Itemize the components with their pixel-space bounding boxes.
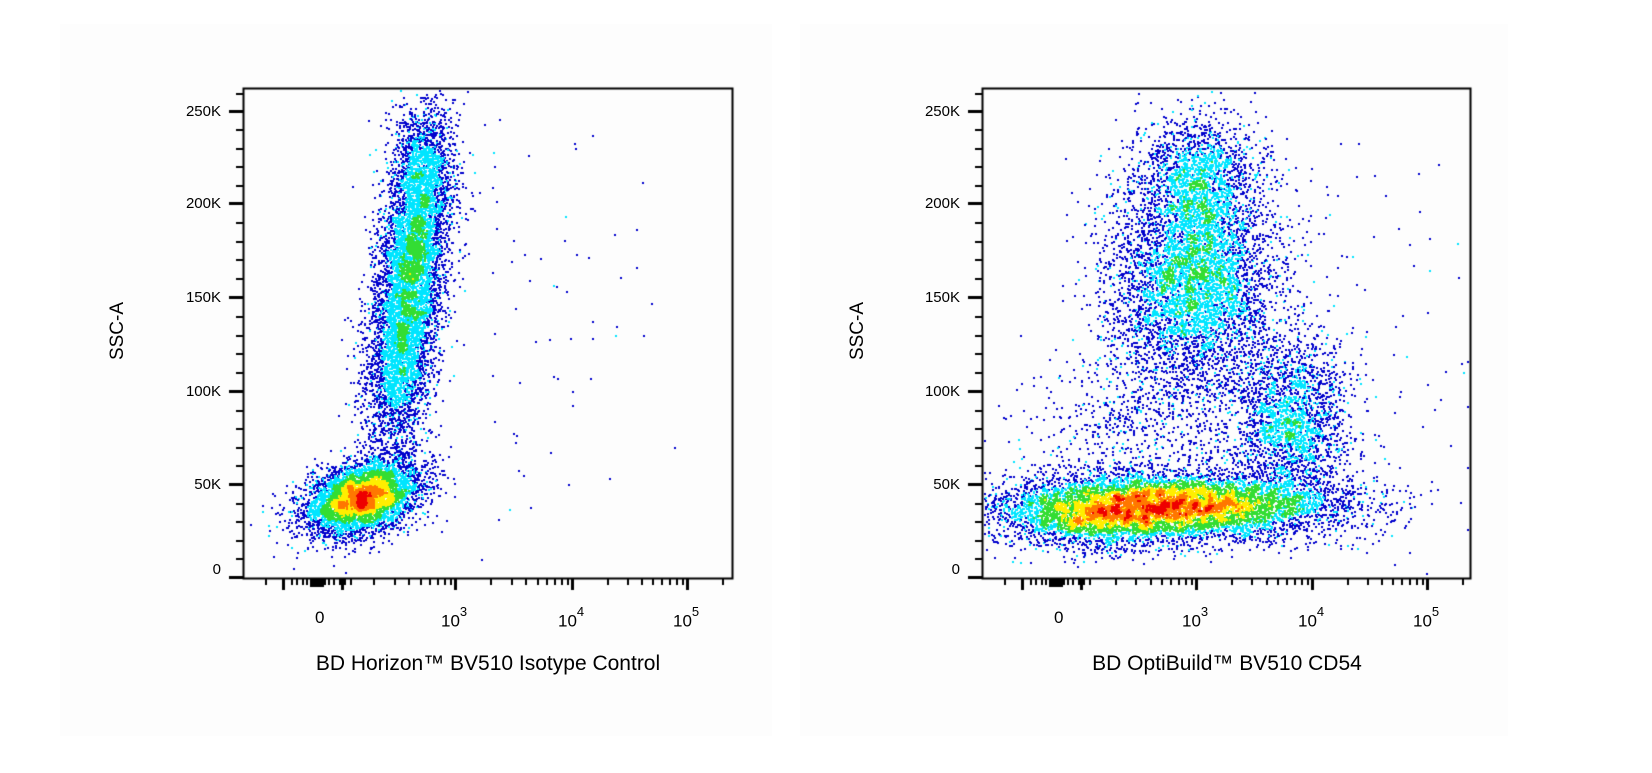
right-ytick-50k: 50K: [933, 476, 960, 493]
right-xtick-1e5: 105: [1413, 604, 1440, 631]
left-ytick-200k: 200K: [185, 195, 221, 212]
right-xtick-1e3: 103: [1182, 604, 1209, 631]
right-ytick-100k: 100K: [924, 383, 960, 400]
right-ytick-150k: 150K: [924, 289, 960, 306]
right-ytick-250k: 250K: [924, 103, 960, 120]
left-ytick-250k: 250K: [185, 103, 221, 120]
left-xtick-1e5: 105: [673, 604, 700, 631]
left-ytick-150k: 150K: [185, 289, 221, 306]
left-xtick-0: 0: [315, 608, 325, 627]
right-ytick-200k: 200K: [924, 195, 960, 212]
right-x-axis-label: BD OptiBuild™ BV510 CD54: [1092, 652, 1362, 675]
left-ytick-0: 0: [212, 561, 221, 578]
right-ytick-0: 0: [951, 561, 960, 578]
left-xtick-1e3: 103: [441, 604, 468, 631]
left-xtick-1e4: 104: [558, 604, 585, 631]
left-ytick-50k: 50K: [194, 476, 221, 493]
right-y-axis-label: SSC-A: [847, 301, 868, 361]
left-y-axis-label: SSC-A: [107, 301, 128, 361]
left-ytick-100k: 100K: [185, 383, 221, 400]
left-x-axis-label: BD Horizon™ BV510 Isotype Control: [315, 652, 661, 675]
right-xtick-1e4: 104: [1298, 604, 1325, 631]
right-xtick-0: 0: [1054, 608, 1064, 627]
